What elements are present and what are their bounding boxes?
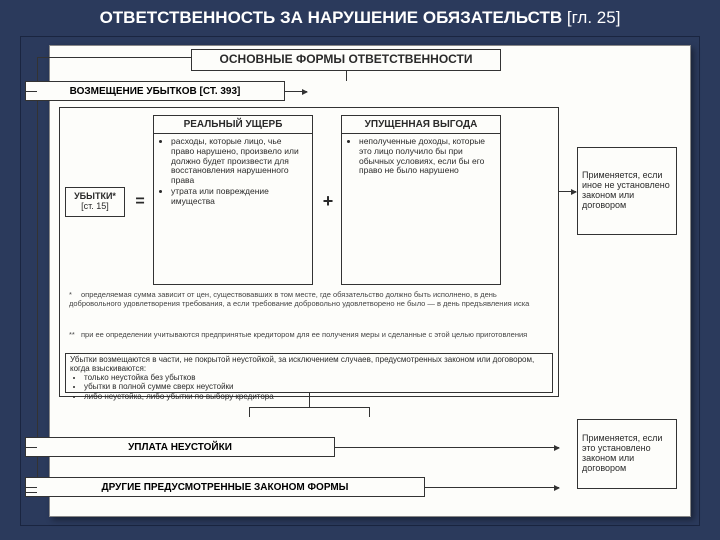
comp-b3: либо неустойка, либо убытки по выбору кр… (84, 393, 548, 402)
connector-h2 (249, 407, 369, 408)
trunk-h1 (37, 57, 191, 58)
real-damage: РЕАЛЬНЫЙ УЩЕРБ расходы, которые лицо, чь… (153, 115, 313, 285)
section-penalty: УПЛАТА НЕУСТОЙКИ (25, 437, 335, 457)
diagram-canvas: ОСНОВНЫЕ ФОРМЫ ОТВЕТСТВЕННОСТИ ВОЗМЕЩЕНИ… (20, 36, 700, 526)
rd-b1: расходы, которые лицо, чье право нарушен… (171, 137, 307, 186)
arrow-applies1 (559, 191, 576, 192)
plus-sign: + (317, 189, 339, 215)
star-2: ** (69, 331, 81, 340)
comp-lead: Убытки возмещаются в части, не покрытой … (70, 356, 548, 374)
connector-v1 (346, 71, 347, 81)
equals-sign: = (129, 189, 151, 215)
arrow-s1 (285, 91, 307, 92)
footnote-2: **при ее определении учитываются предпри… (69, 331, 547, 340)
page-title: ОТВЕТСТВЕННОСТЬ ЗА НАРУШЕНИЕ ОБЯЗАТЕЛЬСТ… (0, 0, 720, 32)
connector-v3 (249, 407, 250, 417)
comp-b1: только неустойка без убытков (84, 374, 548, 383)
header-box: ОСНОВНЫЕ ФОРМЫ ОТВЕТСТВЕННОСТИ (191, 49, 501, 71)
lost-profit-title: УПУЩЕННАЯ ВЫГОДА (342, 116, 500, 134)
arrow-s3 (425, 487, 559, 488)
lp-b1: неполученные доходы, которые это лицо по… (359, 137, 495, 176)
trunk-h-s3 (25, 487, 37, 488)
arrow-s2 (335, 447, 559, 448)
fn1: определяемая сумма зависит от цен, сущес… (69, 290, 529, 308)
connector-v2 (309, 393, 310, 407)
losses-label: УБЫТКИ* [ст. 15] (65, 187, 125, 217)
fn2: при ее определении учитываются предприня… (81, 330, 527, 339)
footnote-1: *определяемая сумма зависит от цен, суще… (69, 291, 547, 308)
trunk-h-s2 (25, 447, 37, 448)
title-main: ОТВЕТСТВЕННОСТЬ ЗА НАРУШЕНИЕ ОБЯЗАТЕЛЬСТ… (100, 8, 563, 27)
real-damage-title: РЕАЛЬНЫЙ УЩЕРБ (154, 116, 312, 134)
losses-t2: [ст. 15] (81, 202, 109, 212)
comp-b2: убытки в полной сумме сверх неустойки (84, 383, 548, 392)
section-other: ДРУГИЕ ПРЕДУСМОТРЕННЫЕ ЗАКОНОМ ФОРМЫ (25, 477, 425, 497)
section-compensation: ВОЗМЕЩЕНИЕ УБЫТКОВ [СТ. 393] (25, 81, 285, 101)
trunk-bot (25, 492, 37, 493)
lost-profit: УПУЩЕННАЯ ВЫГОДА неполученные доходы, ко… (341, 115, 501, 285)
lost-profit-body: неполученные доходы, которые это лицо по… (342, 134, 500, 180)
title-chapter: [гл. 25] (567, 8, 621, 27)
rd-b2: утрата или повреждение имущества (171, 187, 307, 207)
real-damage-body: расходы, которые лицо, чье право нарушен… (154, 134, 312, 210)
applies-box-1: Применяется, если иное не установлено за… (577, 147, 677, 235)
applies-box-2: Применяется, если это установлено законо… (577, 419, 677, 489)
trunk-h-s1 (25, 91, 37, 92)
compensation-rules: Убытки возмещаются в части, не покрытой … (65, 353, 553, 393)
connector-v4 (369, 407, 370, 417)
connector-trunk (37, 57, 38, 492)
